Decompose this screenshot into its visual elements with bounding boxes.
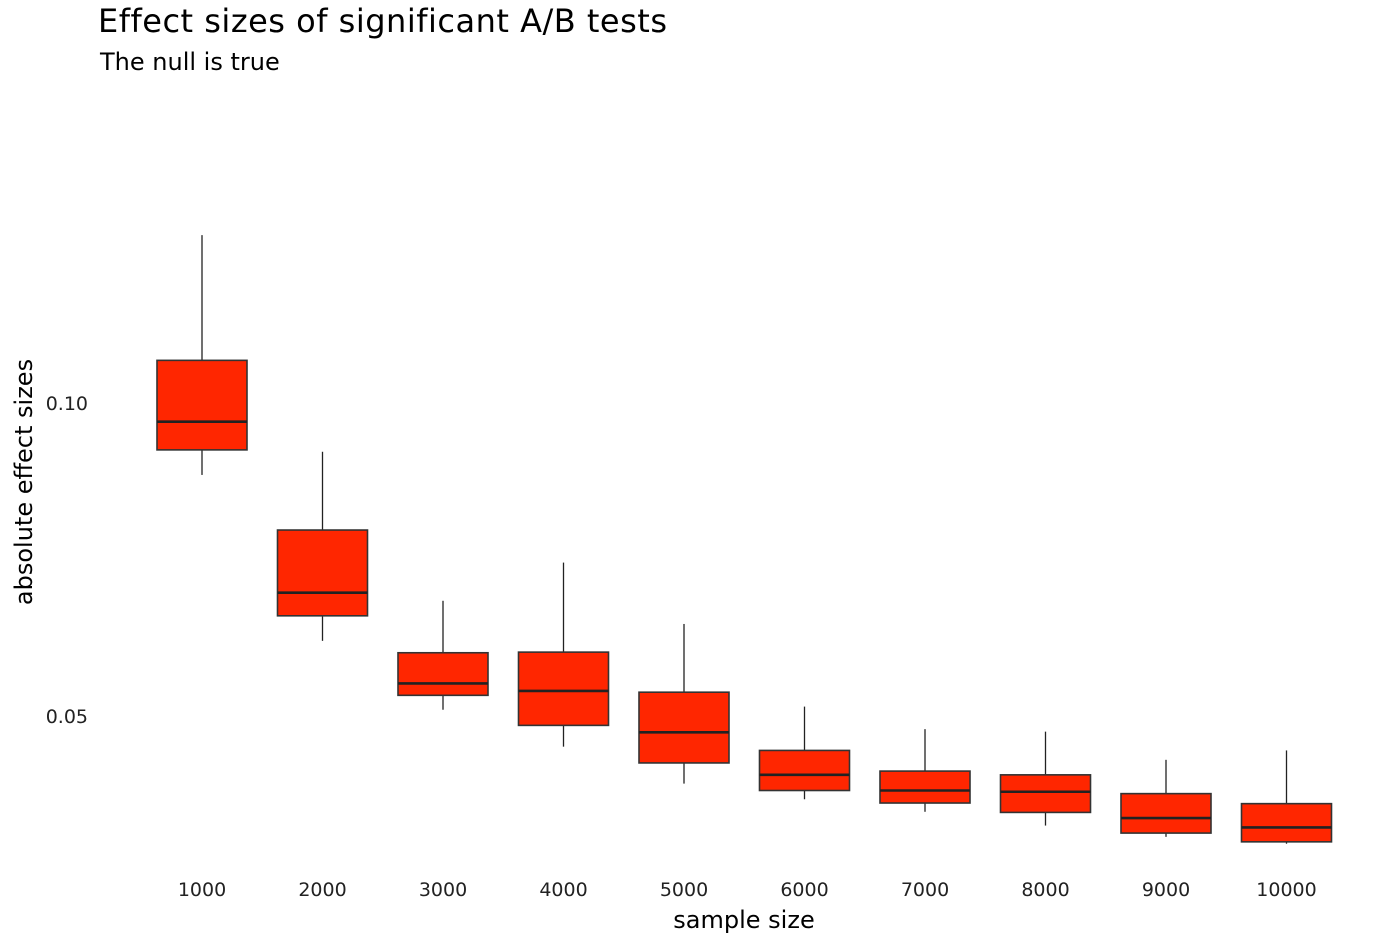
x-tick-label: 2000 xyxy=(298,879,346,901)
x-axis-label: sample size xyxy=(673,906,814,934)
box xyxy=(156,359,248,451)
box xyxy=(999,774,1092,814)
x-tick-label: 4000 xyxy=(539,879,587,901)
box xyxy=(517,651,610,727)
x-tick-label: 8000 xyxy=(1021,879,1069,901)
box-group-5000 xyxy=(638,623,730,784)
x-tick-label: 6000 xyxy=(780,879,828,901)
chart-title: Effect sizes of significant A/B tests xyxy=(98,2,668,40)
box xyxy=(758,749,851,792)
y-axis-label: absolute effect sizes xyxy=(10,359,38,605)
box-group-1000 xyxy=(156,235,248,475)
x-tick-label: 3000 xyxy=(419,879,467,901)
x-tick-label: 5000 xyxy=(660,879,708,901)
box-group-2000 xyxy=(276,451,369,641)
box-group-7000 xyxy=(879,729,971,812)
y-tick-label: 0.10 xyxy=(46,393,88,415)
x-tick-label: 9000 xyxy=(1142,879,1190,901)
box-group-9000 xyxy=(1120,759,1212,837)
x-tick-label: 10000 xyxy=(1256,879,1316,901)
box-group-8000 xyxy=(999,731,1092,826)
box-group-10000 xyxy=(1240,750,1333,844)
y-tick-labels: 0.05 0.10 xyxy=(46,393,88,728)
box xyxy=(638,691,730,764)
box-group-6000 xyxy=(758,706,851,800)
box xyxy=(879,770,971,804)
x-tick-label: 7000 xyxy=(901,879,949,901)
box xyxy=(1240,802,1333,843)
boxes-layer xyxy=(156,235,1333,844)
chart-subtitle: The null is true xyxy=(100,48,280,76)
box-group-4000 xyxy=(517,562,610,747)
box xyxy=(397,651,489,697)
x-tick-labels: 1000 2000 3000 4000 5000 6000 7000 8000 9000 1000… xyxy=(178,879,1317,901)
x-tick-label: 1000 xyxy=(178,879,226,901)
box xyxy=(1120,792,1212,834)
y-tick-label: 0.05 xyxy=(46,706,88,728)
box-group-3000 xyxy=(397,600,489,710)
box xyxy=(276,529,369,617)
